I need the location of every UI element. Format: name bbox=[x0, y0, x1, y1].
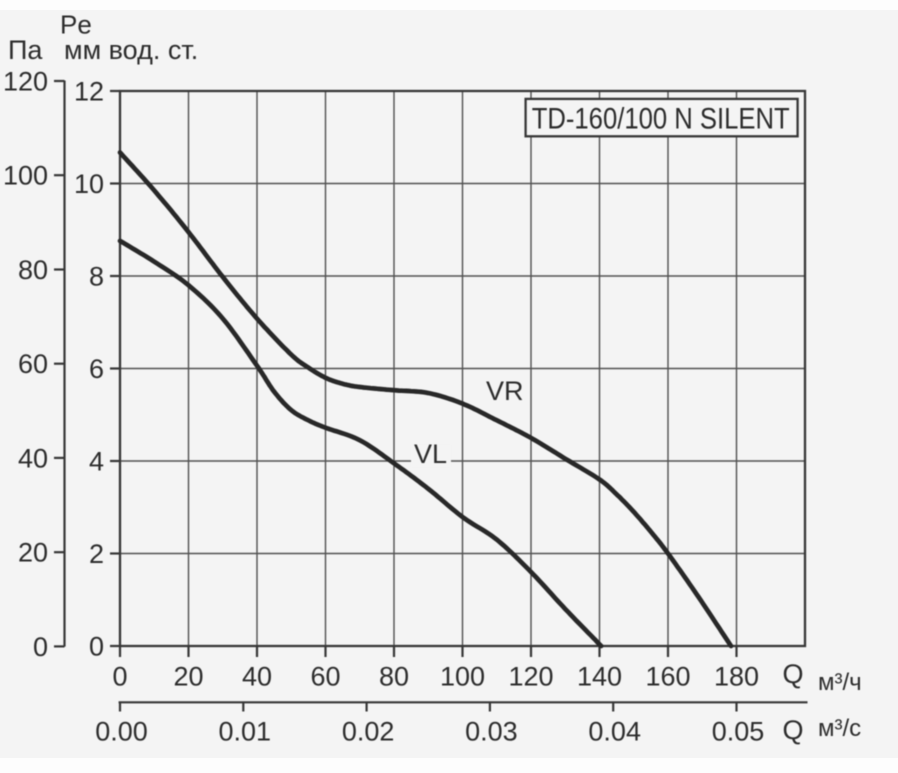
svg-text:м³/ч: м³/ч bbox=[818, 669, 862, 696]
svg-text:VL: VL bbox=[414, 439, 447, 469]
svg-text:0.02: 0.02 bbox=[342, 717, 395, 747]
svg-text:40: 40 bbox=[18, 443, 48, 473]
svg-text:0.00: 0.00 bbox=[95, 717, 148, 747]
svg-text:0: 0 bbox=[112, 662, 127, 692]
svg-text:120: 120 bbox=[3, 67, 48, 97]
svg-text:120: 120 bbox=[508, 662, 553, 692]
svg-text:60: 60 bbox=[310, 662, 340, 692]
svg-text:20: 20 bbox=[173, 662, 203, 692]
svg-text:40: 40 bbox=[242, 662, 272, 692]
svg-text:Q: Q bbox=[783, 715, 804, 745]
svg-text:VR: VR bbox=[486, 376, 524, 406]
svg-text:м³/с: м³/с bbox=[818, 715, 861, 742]
svg-text:12: 12 bbox=[74, 77, 104, 107]
svg-text:8: 8 bbox=[89, 262, 104, 292]
svg-text:0: 0 bbox=[89, 632, 104, 662]
svg-text:140: 140 bbox=[577, 662, 622, 692]
svg-text:6: 6 bbox=[89, 354, 104, 384]
svg-text:100: 100 bbox=[440, 662, 485, 692]
svg-text:80: 80 bbox=[18, 255, 48, 285]
svg-text:0.04: 0.04 bbox=[588, 717, 641, 747]
svg-text:80: 80 bbox=[379, 662, 409, 692]
svg-text:4: 4 bbox=[89, 447, 104, 477]
svg-text:100: 100 bbox=[3, 161, 48, 191]
svg-text:10: 10 bbox=[74, 169, 104, 199]
svg-text:0.05: 0.05 bbox=[712, 717, 765, 747]
svg-text:TD-160/100 N SILENT: TD-160/100 N SILENT bbox=[532, 103, 790, 136]
svg-text:2: 2 bbox=[89, 539, 104, 569]
svg-text:Па: Па bbox=[8, 35, 43, 65]
svg-text:160: 160 bbox=[645, 662, 690, 692]
svg-text:180: 180 bbox=[714, 662, 759, 692]
svg-text:0: 0 bbox=[33, 632, 48, 662]
svg-text:60: 60 bbox=[18, 349, 48, 379]
svg-text:мм вод. ст.: мм вод. ст. bbox=[64, 35, 198, 65]
svg-text:0.03: 0.03 bbox=[465, 717, 518, 747]
svg-text:0.01: 0.01 bbox=[219, 717, 272, 747]
svg-text:Q: Q bbox=[783, 659, 804, 689]
svg-text:Pe: Pe bbox=[60, 10, 92, 40]
svg-text:20: 20 bbox=[18, 538, 48, 568]
